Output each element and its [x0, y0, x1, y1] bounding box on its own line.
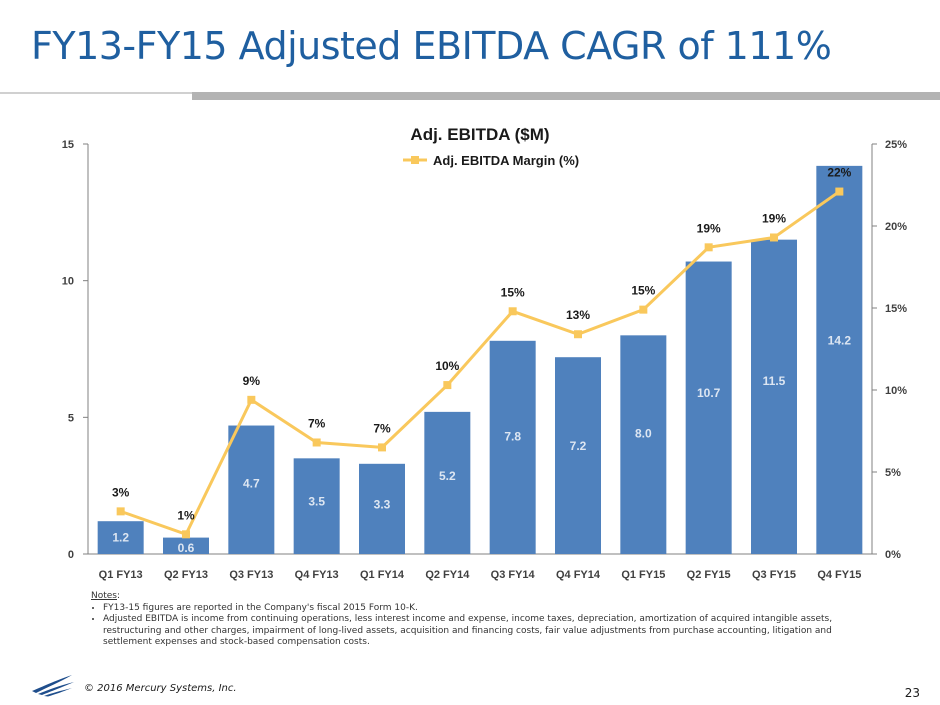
margin-point: [574, 330, 582, 339]
bar-q4-fy13: [293, 458, 340, 554]
margin-point: [378, 443, 386, 452]
note-item: FY13-15 figures are reported in the Comp…: [103, 603, 881, 615]
x-tick-label: Q3 FY13: [229, 569, 273, 581]
margin-value-label: 13%: [566, 308, 590, 322]
margin-point: [704, 243, 713, 252]
margin-value-label: 7%: [373, 421, 391, 435]
bar-q2-fy15: [685, 261, 732, 554]
legend-label: Adj. EBITDA Margin (%): [433, 153, 579, 168]
bar-q1-fy15: [620, 335, 667, 554]
x-tick-label: Q1 FY14: [360, 569, 405, 581]
bar-value-label: 0.6: [178, 541, 195, 555]
title-divider-left: [0, 92, 192, 94]
margin-value-label: 15%: [631, 284, 655, 298]
x-tick-label: Q1 FY15: [621, 569, 665, 581]
right-tick-label: 10%: [885, 385, 907, 397]
margin-point: [508, 307, 517, 316]
notes-header: Notes: [91, 591, 117, 601]
margin-point: [182, 530, 190, 539]
page-number: 23: [904, 686, 920, 700]
notes-block: Notes: FY13-15 figures are reported in t…: [91, 591, 881, 649]
bar-value-label: 7.2: [570, 439, 587, 453]
margin-value-label: 10%: [435, 359, 459, 373]
bar-value-label: 3.3: [374, 497, 391, 511]
margin-point: [312, 438, 321, 447]
x-tick-label: Q3 FY15: [752, 569, 796, 581]
margin-point: [247, 395, 256, 404]
right-tick-label: 0%: [885, 549, 901, 561]
bar-value-label: 1.2: [112, 531, 129, 545]
bar-value-label: 3.5: [308, 494, 325, 508]
margin-value-label: 19%: [762, 211, 786, 225]
right-tick-label: 5%: [885, 467, 901, 479]
x-tick-label: Q1 FY13: [99, 569, 143, 581]
bar-q4-fy15: [816, 165, 863, 554]
note-item: Adjusted EBITDA is income from continuin…: [103, 614, 881, 649]
bar-value-label: 10.7: [697, 386, 721, 400]
margin-point: [639, 305, 648, 314]
x-tick-label: Q4 FY13: [295, 569, 339, 581]
bar-value-label: 14.2: [828, 334, 852, 348]
right-tick-label: 25%: [885, 139, 907, 151]
bar-q1-fy14: [359, 463, 405, 554]
x-tick-label: Q4 FY15: [817, 569, 861, 581]
bar-value-label: 5.2: [439, 469, 456, 483]
bar-value-label: 4.7: [243, 476, 260, 490]
slide-title: FY13-FY15 Adjusted EBITDA CAGR of 111%: [31, 24, 832, 68]
margin-value-label: 3%: [112, 485, 130, 499]
margin-line: [120, 190, 841, 537]
title-divider-right: [192, 92, 940, 100]
bar-q2-fy14: [424, 411, 471, 554]
margin-point: [835, 187, 844, 196]
x-tick-label: Q3 FY14: [491, 569, 536, 581]
margin-point: [443, 381, 452, 390]
left-tick-label: 10: [62, 276, 74, 288]
margin-value-label: 22%: [827, 166, 851, 180]
margin-point: [770, 233, 778, 242]
bar-q2-fy13: [163, 537, 209, 554]
bar-q3-fy13: [228, 425, 275, 554]
bar-q4-fy14: [555, 357, 601, 554]
mercury-logo-icon: [32, 675, 74, 697]
x-tick-label: Q2 FY13: [164, 569, 208, 581]
margin-value-label: 7%: [308, 416, 326, 430]
bar-value-label: 7.8: [504, 430, 521, 444]
copyright-text: © 2016 Mercury Systems, Inc.: [84, 683, 237, 694]
bar-q1-fy13: [97, 521, 144, 554]
x-tick-label: Q2 FY15: [687, 569, 731, 581]
margin-point: [116, 507, 125, 516]
ebitda-chart: 0 5 10 15 0% 5% 10% 15% 20% 25% Q1 FY13 Q2 FY13 Q3 F…: [62, 125, 907, 581]
x-tick-label: Q4 FY14: [556, 569, 601, 581]
left-tick-label: 0: [68, 549, 74, 561]
margin-value-label: 15%: [501, 285, 525, 299]
bar-q3-fy15: [751, 239, 797, 554]
left-tick-label: 5: [68, 412, 74, 424]
left-tick-label: 15: [62, 139, 74, 151]
bar-q3-fy14: [489, 340, 536, 554]
right-tick-label: 15%: [885, 303, 907, 315]
right-tick-label: 20%: [885, 221, 907, 233]
margin-value-label: 19%: [697, 221, 721, 235]
legend-marker-swatch: [411, 156, 419, 164]
chart-title: Adj. EBITDA ($M): [410, 125, 549, 144]
margin-value-label: 1%: [177, 508, 195, 522]
bar-value-label: 8.0: [635, 427, 652, 441]
margin-value-label: 9%: [243, 374, 261, 388]
bar-value-label: 11.5: [763, 374, 786, 388]
x-tick-label: Q2 FY14: [425, 569, 470, 581]
